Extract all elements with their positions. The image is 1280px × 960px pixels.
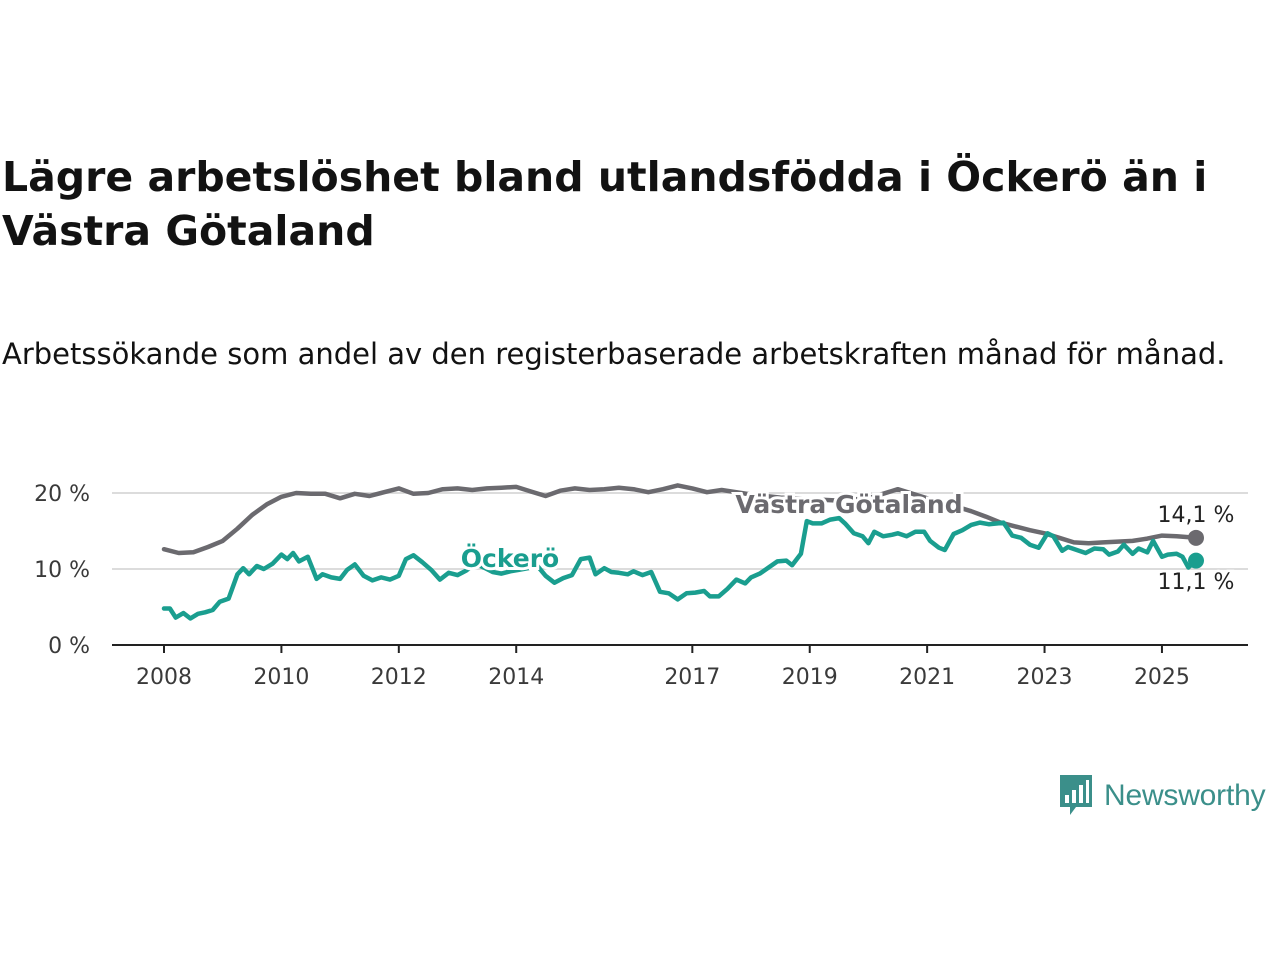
x-tick-label: 2010	[253, 665, 309, 690]
series-label-vastra-gotaland: Västra Götaland	[735, 490, 962, 519]
series-end-point-vastra-gotaland	[1188, 529, 1204, 546]
y-axis-tick-labels: 0 % 10 % 20 %	[34, 482, 90, 659]
series-lines	[161, 483, 1204, 621]
series-line-ockero	[161, 515, 1199, 621]
newsworthy-logo-icon	[1060, 775, 1092, 815]
series-end-point-ockero	[1188, 552, 1204, 569]
y-tick-label: 20 %	[34, 482, 90, 507]
x-tick-label: 2023	[1017, 665, 1073, 690]
chart-subtitle: Arbetssökande som andel av den registerb…	[2, 337, 1226, 371]
x-tick-label: 2012	[371, 665, 427, 690]
end-value-label-vastra-gotaland: 14,1 %	[1158, 503, 1235, 528]
x-tick-label: 2008	[136, 665, 192, 690]
y-tick-label: 10 %	[34, 558, 90, 583]
x-tick-label: 2019	[782, 665, 838, 690]
y-tick-label: 0 %	[48, 634, 90, 659]
end-value-label-ockero: 11,1 %	[1158, 570, 1235, 595]
x-tick-label: 2014	[488, 665, 544, 690]
x-tick-label: 2021	[899, 665, 955, 690]
series-label-ockero: Öckerö	[461, 543, 560, 573]
x-axis-ticks: 2008 2010 2012 2014 2017 2019 2021 2023 2025	[136, 645, 1190, 690]
series-line-vastra-gotaland	[161, 483, 1199, 556]
chart-title: Lägre arbetslöshet bland utlandsfödda i …	[2, 153, 1208, 255]
x-tick-label: 2025	[1134, 665, 1190, 690]
series-labels: Västra Götaland Öckerö 14,1 % 11,1 %	[458, 487, 1237, 598]
x-tick-label: 2017	[664, 665, 720, 690]
brand-logo: Newsworthy	[1058, 772, 1266, 820]
brand-name: Newsworthy	[1104, 779, 1266, 812]
line-chart: 0 % 10 % 20 % 2008 2010 2012 2014 2017 2019 2021…	[34, 482, 1248, 690]
